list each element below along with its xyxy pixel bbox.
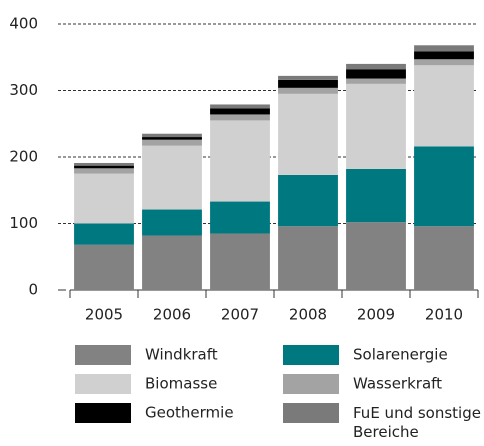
y-tick-label: 0	[28, 281, 38, 299]
legend-label: FuE und sonstige Bereiche	[353, 404, 481, 441]
legend-swatch	[75, 403, 131, 423]
bar-segment	[74, 162, 134, 166]
bar-segment	[414, 226, 474, 290]
bar-segment	[414, 59, 474, 66]
x-tick-label: 2005	[85, 306, 123, 324]
bar-segment	[346, 78, 406, 84]
bar-segment	[414, 146, 474, 227]
legend-label: Windkraft	[145, 346, 218, 364]
bar-segment	[210, 120, 270, 202]
legend-label: Wasserkraft	[353, 375, 442, 393]
x-tick-label: 2006	[153, 306, 191, 324]
bar-segment	[278, 93, 338, 175]
bar-segment	[210, 114, 270, 121]
legend-swatch	[75, 374, 131, 394]
bar-segment	[346, 168, 406, 223]
bar-segment	[142, 235, 202, 290]
legend-swatch	[75, 345, 131, 365]
bar-segment	[74, 168, 134, 174]
bar-segment	[278, 79, 338, 88]
legend-label: Solarenergie	[353, 346, 448, 364]
bar-segment	[346, 222, 406, 290]
bar-segment	[278, 226, 338, 290]
bar-segment	[210, 104, 270, 109]
bar-segment	[74, 165, 134, 169]
x-tick-label: 2009	[357, 306, 395, 324]
bar-segment	[74, 173, 134, 224]
y-tick-label: 300	[9, 81, 38, 99]
legend-label: Geothermie	[145, 404, 234, 422]
bar-segment	[346, 83, 406, 169]
bar-segment	[278, 75, 338, 80]
legend-swatch	[283, 403, 339, 423]
bar-segment	[414, 45, 474, 52]
bar-segment	[142, 133, 202, 138]
bar-segment	[346, 69, 406, 79]
bar-segment	[210, 108, 270, 115]
x-tick-label: 2008	[289, 306, 327, 324]
legend-label: Biomasse	[145, 375, 217, 393]
bar-segment	[210, 201, 270, 234]
bar-segment	[74, 244, 134, 290]
bar-segment	[210, 233, 270, 290]
bar-segment	[142, 139, 202, 146]
bar-segment	[278, 174, 338, 227]
y-tick-label: 200	[9, 148, 38, 166]
bar-segment	[74, 223, 134, 245]
bar-segment	[346, 63, 406, 70]
y-tick-label: 400	[9, 15, 38, 33]
bar-segment	[142, 137, 202, 140]
x-tick-label: 2007	[221, 306, 259, 324]
y-tick-label: 100	[9, 214, 38, 232]
bar-segment	[278, 87, 338, 94]
legend-swatch	[283, 345, 339, 365]
bar-segment	[142, 209, 202, 236]
x-tick-label: 2010	[425, 306, 463, 324]
bar-segment	[142, 145, 202, 210]
bar-segment	[414, 51, 474, 60]
bar-segment	[414, 65, 474, 147]
legend-swatch	[283, 374, 339, 394]
